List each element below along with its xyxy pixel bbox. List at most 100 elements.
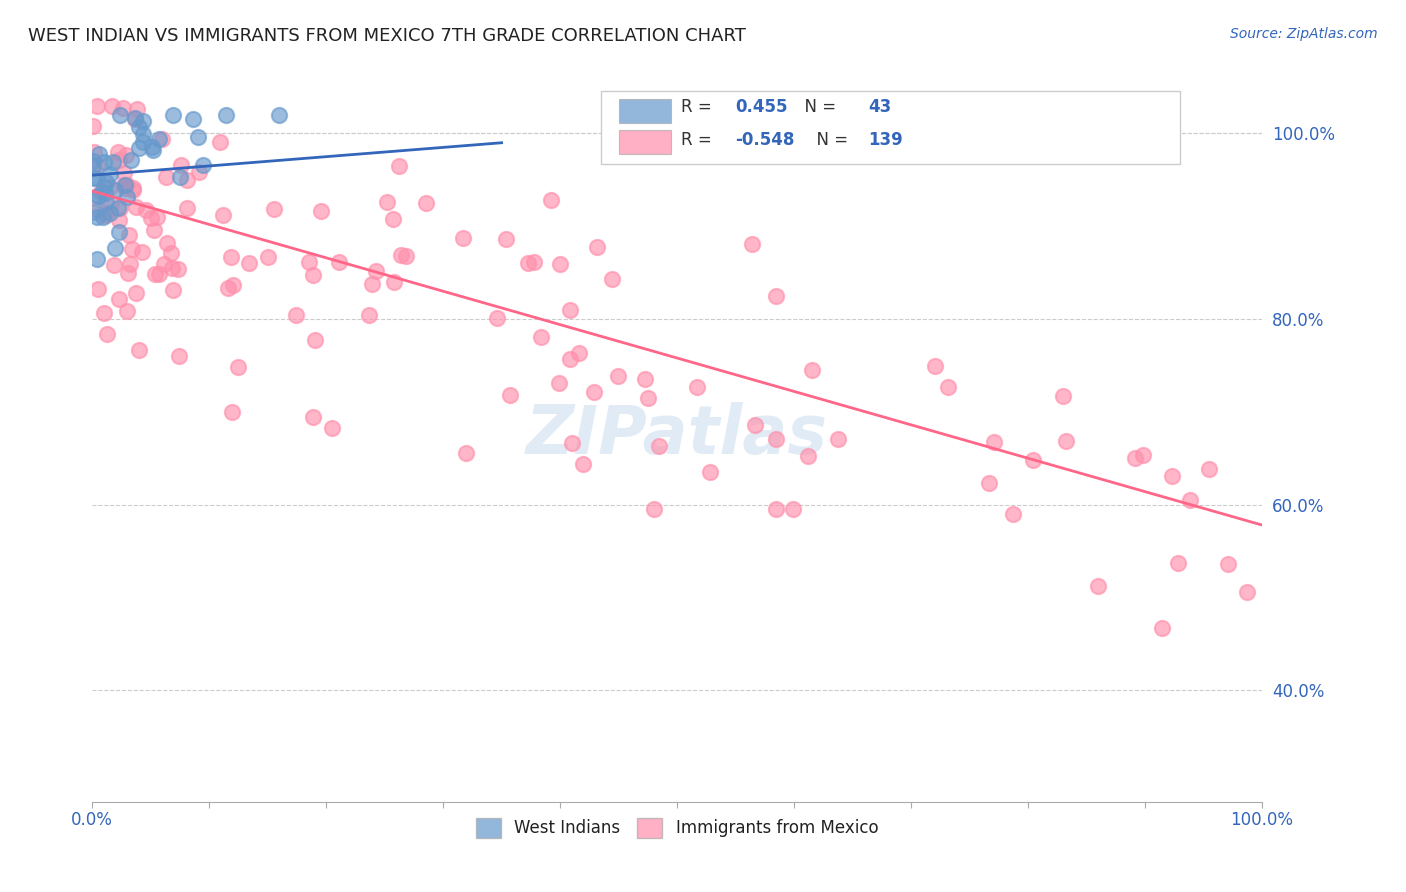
Point [361,277,384,291]
Point [256,250,278,264]
Point [304,333,326,347]
Point [977,476,1000,491]
Point [100,180,122,194]
Point [124,286,146,301]
Point [114,181,136,195]
Point [142,144,165,158]
Point [143,222,166,236]
Point [451,231,474,245]
Point [124,112,146,126]
Point [115,190,138,204]
Point [211,208,233,222]
Point [765,501,787,516]
Point [93,306,115,320]
Point [517,256,540,270]
Point [221,405,243,419]
Point [86,98,108,112]
Point [156,236,179,251]
Point [389,248,412,262]
Point [1216,558,1239,572]
Point [87,282,110,296]
Text: 0.0%: 0.0% [72,811,112,829]
Point [523,255,546,269]
Point [93,154,115,169]
Point [94,208,117,222]
Point [82,171,104,186]
Point [132,113,155,128]
Text: -0.548: -0.548 [735,130,794,149]
Point [124,112,146,126]
Point [936,380,959,394]
Point [699,465,721,479]
Point [128,120,150,135]
Point [110,202,132,216]
Point [132,127,155,141]
Point [643,501,665,516]
Point [269,108,291,122]
Point [634,372,657,386]
FancyBboxPatch shape [619,130,671,154]
Point [153,257,176,271]
Point [82,205,104,219]
Point [558,302,581,317]
Point [117,178,139,192]
Point [91,210,114,224]
Point [121,183,143,197]
Point [143,267,166,281]
Point [131,244,153,259]
Point [96,327,118,342]
Point [132,135,155,149]
Point [186,130,208,145]
Point [86,157,108,171]
Point [103,155,125,169]
Point [219,250,242,264]
Point [120,257,142,271]
Text: WEST INDIAN VS IMMIGRANTS FROM MEXICO 7TH GRADE CORRELATION CHART: WEST INDIAN VS IMMIGRANTS FROM MEXICO 7T… [28,27,747,45]
Point [127,102,149,116]
Point [388,159,411,173]
Point [765,432,787,446]
Text: Source: ZipAtlas.com: Source: ZipAtlas.com [1230,27,1378,41]
Point [94,186,117,200]
Point [456,446,478,460]
Point [983,435,1005,450]
Point [107,145,129,159]
Point [146,211,169,225]
Point [486,310,509,325]
Point [495,232,517,246]
Point [162,108,184,122]
Point [166,262,188,277]
Point [285,308,308,322]
Point [139,211,162,226]
Point [86,252,108,266]
Point [827,433,849,447]
Point [191,158,214,172]
Point [415,196,437,211]
Point [110,108,132,122]
Point [183,112,205,126]
Point [1052,389,1074,403]
Point [117,267,139,281]
Point [395,249,418,263]
Point [1236,585,1258,599]
Point [135,203,157,218]
Point [104,241,127,255]
Text: 0.455: 0.455 [735,97,789,116]
Point [86,211,108,225]
Point [141,140,163,154]
Point [93,180,115,194]
Point [155,169,177,184]
Point [103,258,125,272]
Point [637,391,659,405]
Point [124,200,146,214]
Point [782,502,804,516]
Point [176,201,198,215]
Point [120,153,142,167]
Point [1123,450,1146,465]
Legend: West Indians, Immigrants from Mexico: West Indians, Immigrants from Mexico [470,811,884,845]
Point [364,263,387,277]
Text: 100.0%: 100.0% [1230,811,1294,829]
Point [382,212,405,227]
Point [375,195,398,210]
Point [82,160,104,174]
